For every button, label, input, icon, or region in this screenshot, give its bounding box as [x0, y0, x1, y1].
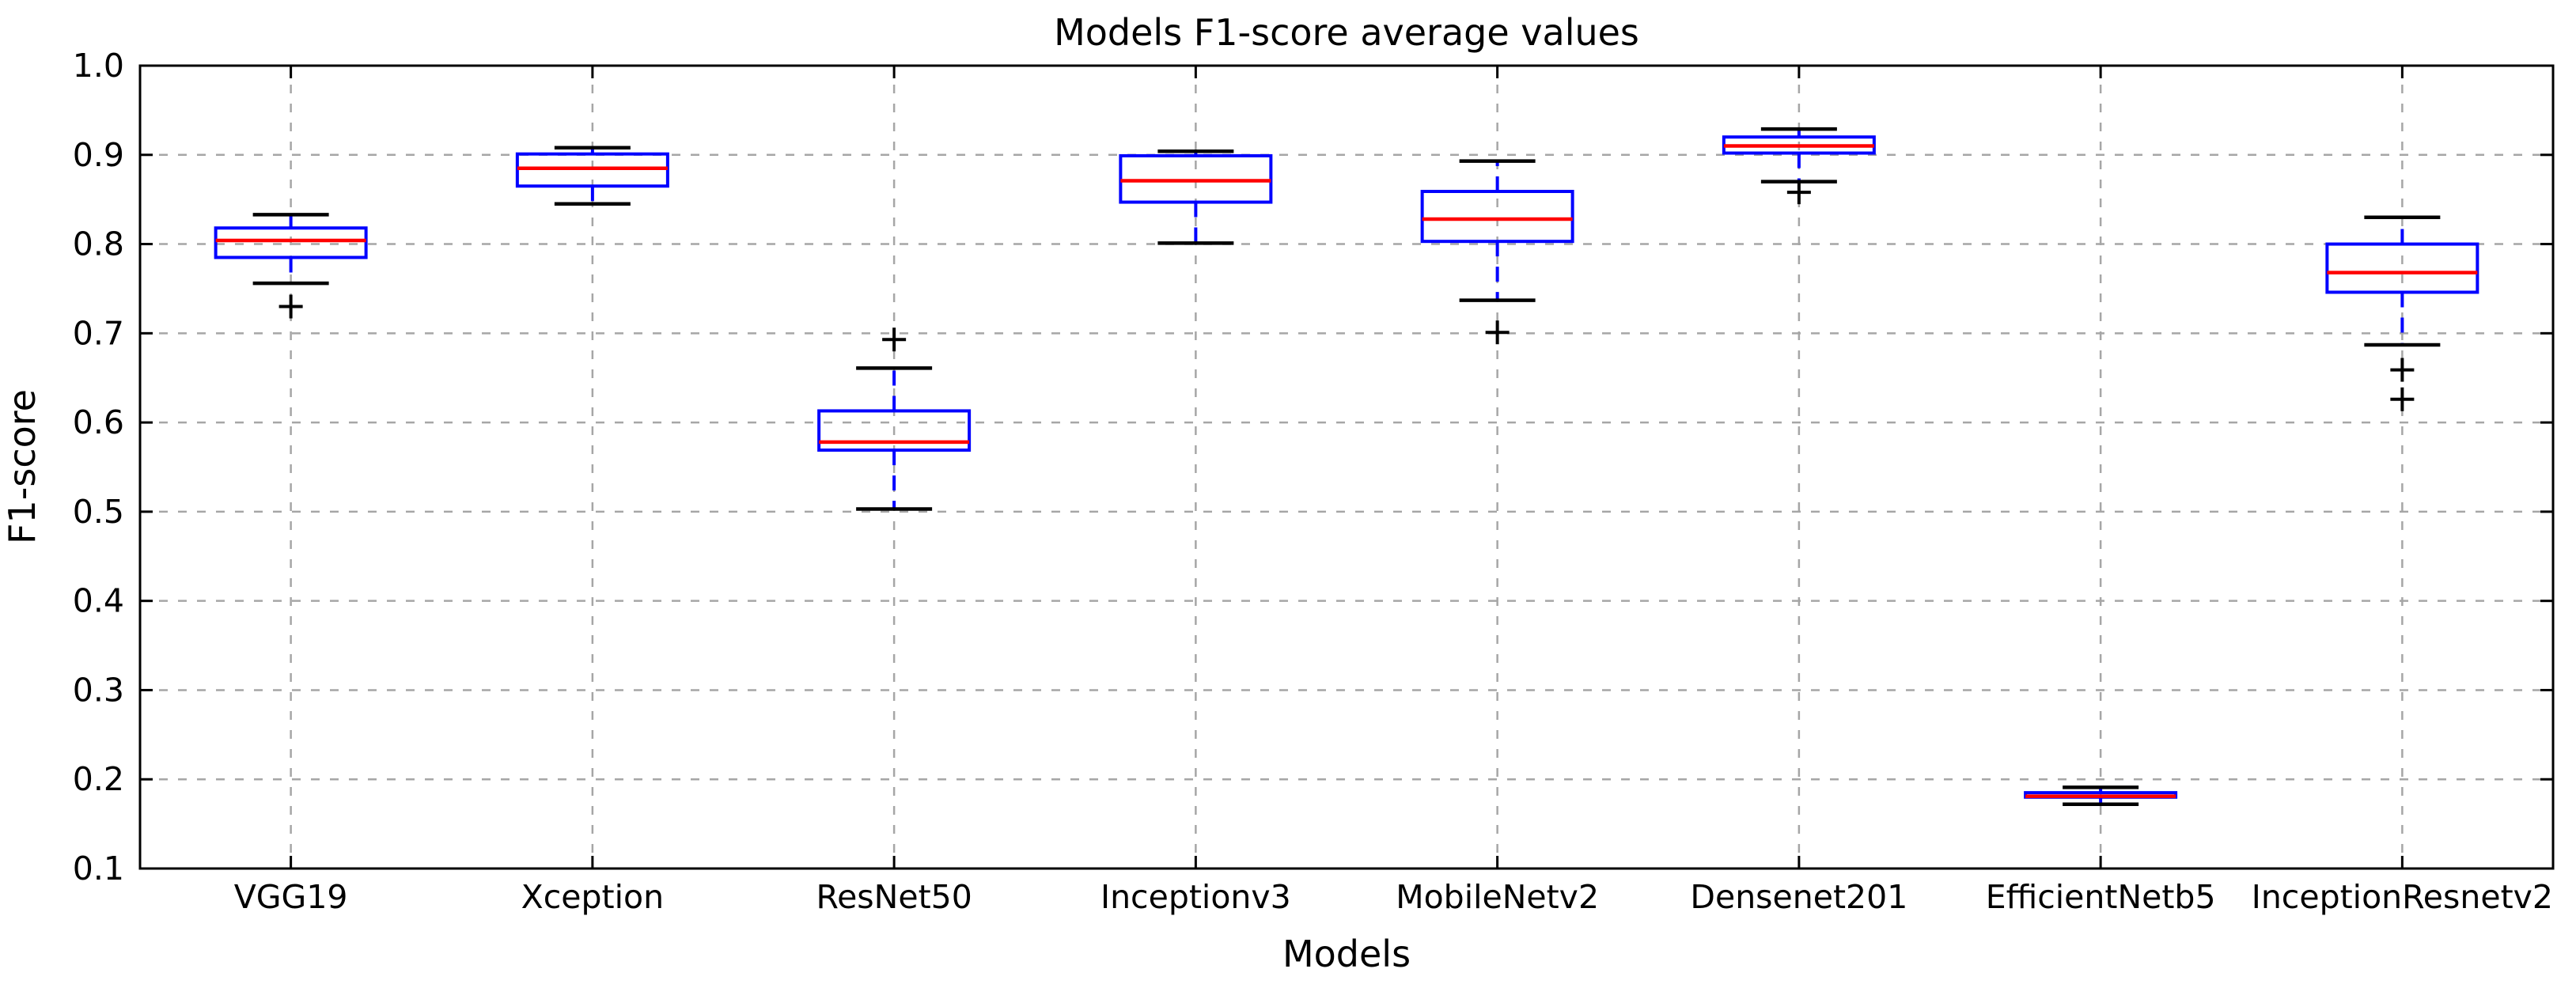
- box: [1119, 153, 1273, 204]
- x-tick-label: Inceptionv3: [1100, 878, 1291, 916]
- x-tick-label: Xception: [521, 878, 664, 916]
- y-axis-label: F1-score: [1, 389, 44, 544]
- box: [817, 409, 972, 452]
- box: [2325, 242, 2479, 294]
- x-axis-label: Models: [1282, 933, 1411, 975]
- chart-title: Models F1-score average values: [1054, 11, 1639, 54]
- x-tick-label: VGG19: [234, 878, 348, 916]
- box: [214, 226, 368, 259]
- x-tick-label: MobileNetv2: [1396, 878, 1599, 916]
- box: [1420, 190, 1574, 244]
- x-tick-label: ResNet50: [816, 878, 972, 916]
- y-tick-label: 0.6: [73, 403, 124, 441]
- plot-area: 1.0 0.9 0.8 0.7 0.6 0.5 0.4 0.3 0.2 0.1 VGG19 Xcept…: [73, 47, 2555, 916]
- axes-spines: [138, 64, 2555, 870]
- x-tick-label: Densenet201: [1690, 878, 1907, 916]
- x-tick-label: InceptionResnetv2: [2252, 878, 2553, 916]
- y-tick-label: 0.2: [73, 760, 124, 798]
- y-tick-label: 0.1: [73, 850, 124, 887]
- y-tick-label: 0.8: [73, 225, 124, 263]
- y-tick-label: 0.7: [73, 314, 124, 352]
- y-tick-label: 0.5: [73, 493, 124, 531]
- y-tick-label: 0.9: [73, 136, 124, 174]
- y-tick-label: 1.0: [73, 47, 124, 85]
- y-tick-label: 0.3: [73, 671, 124, 709]
- y-tick-label: 0.4: [73, 582, 124, 620]
- box: [515, 152, 669, 188]
- x-tick-label: EfficientNetb5: [1986, 878, 2216, 916]
